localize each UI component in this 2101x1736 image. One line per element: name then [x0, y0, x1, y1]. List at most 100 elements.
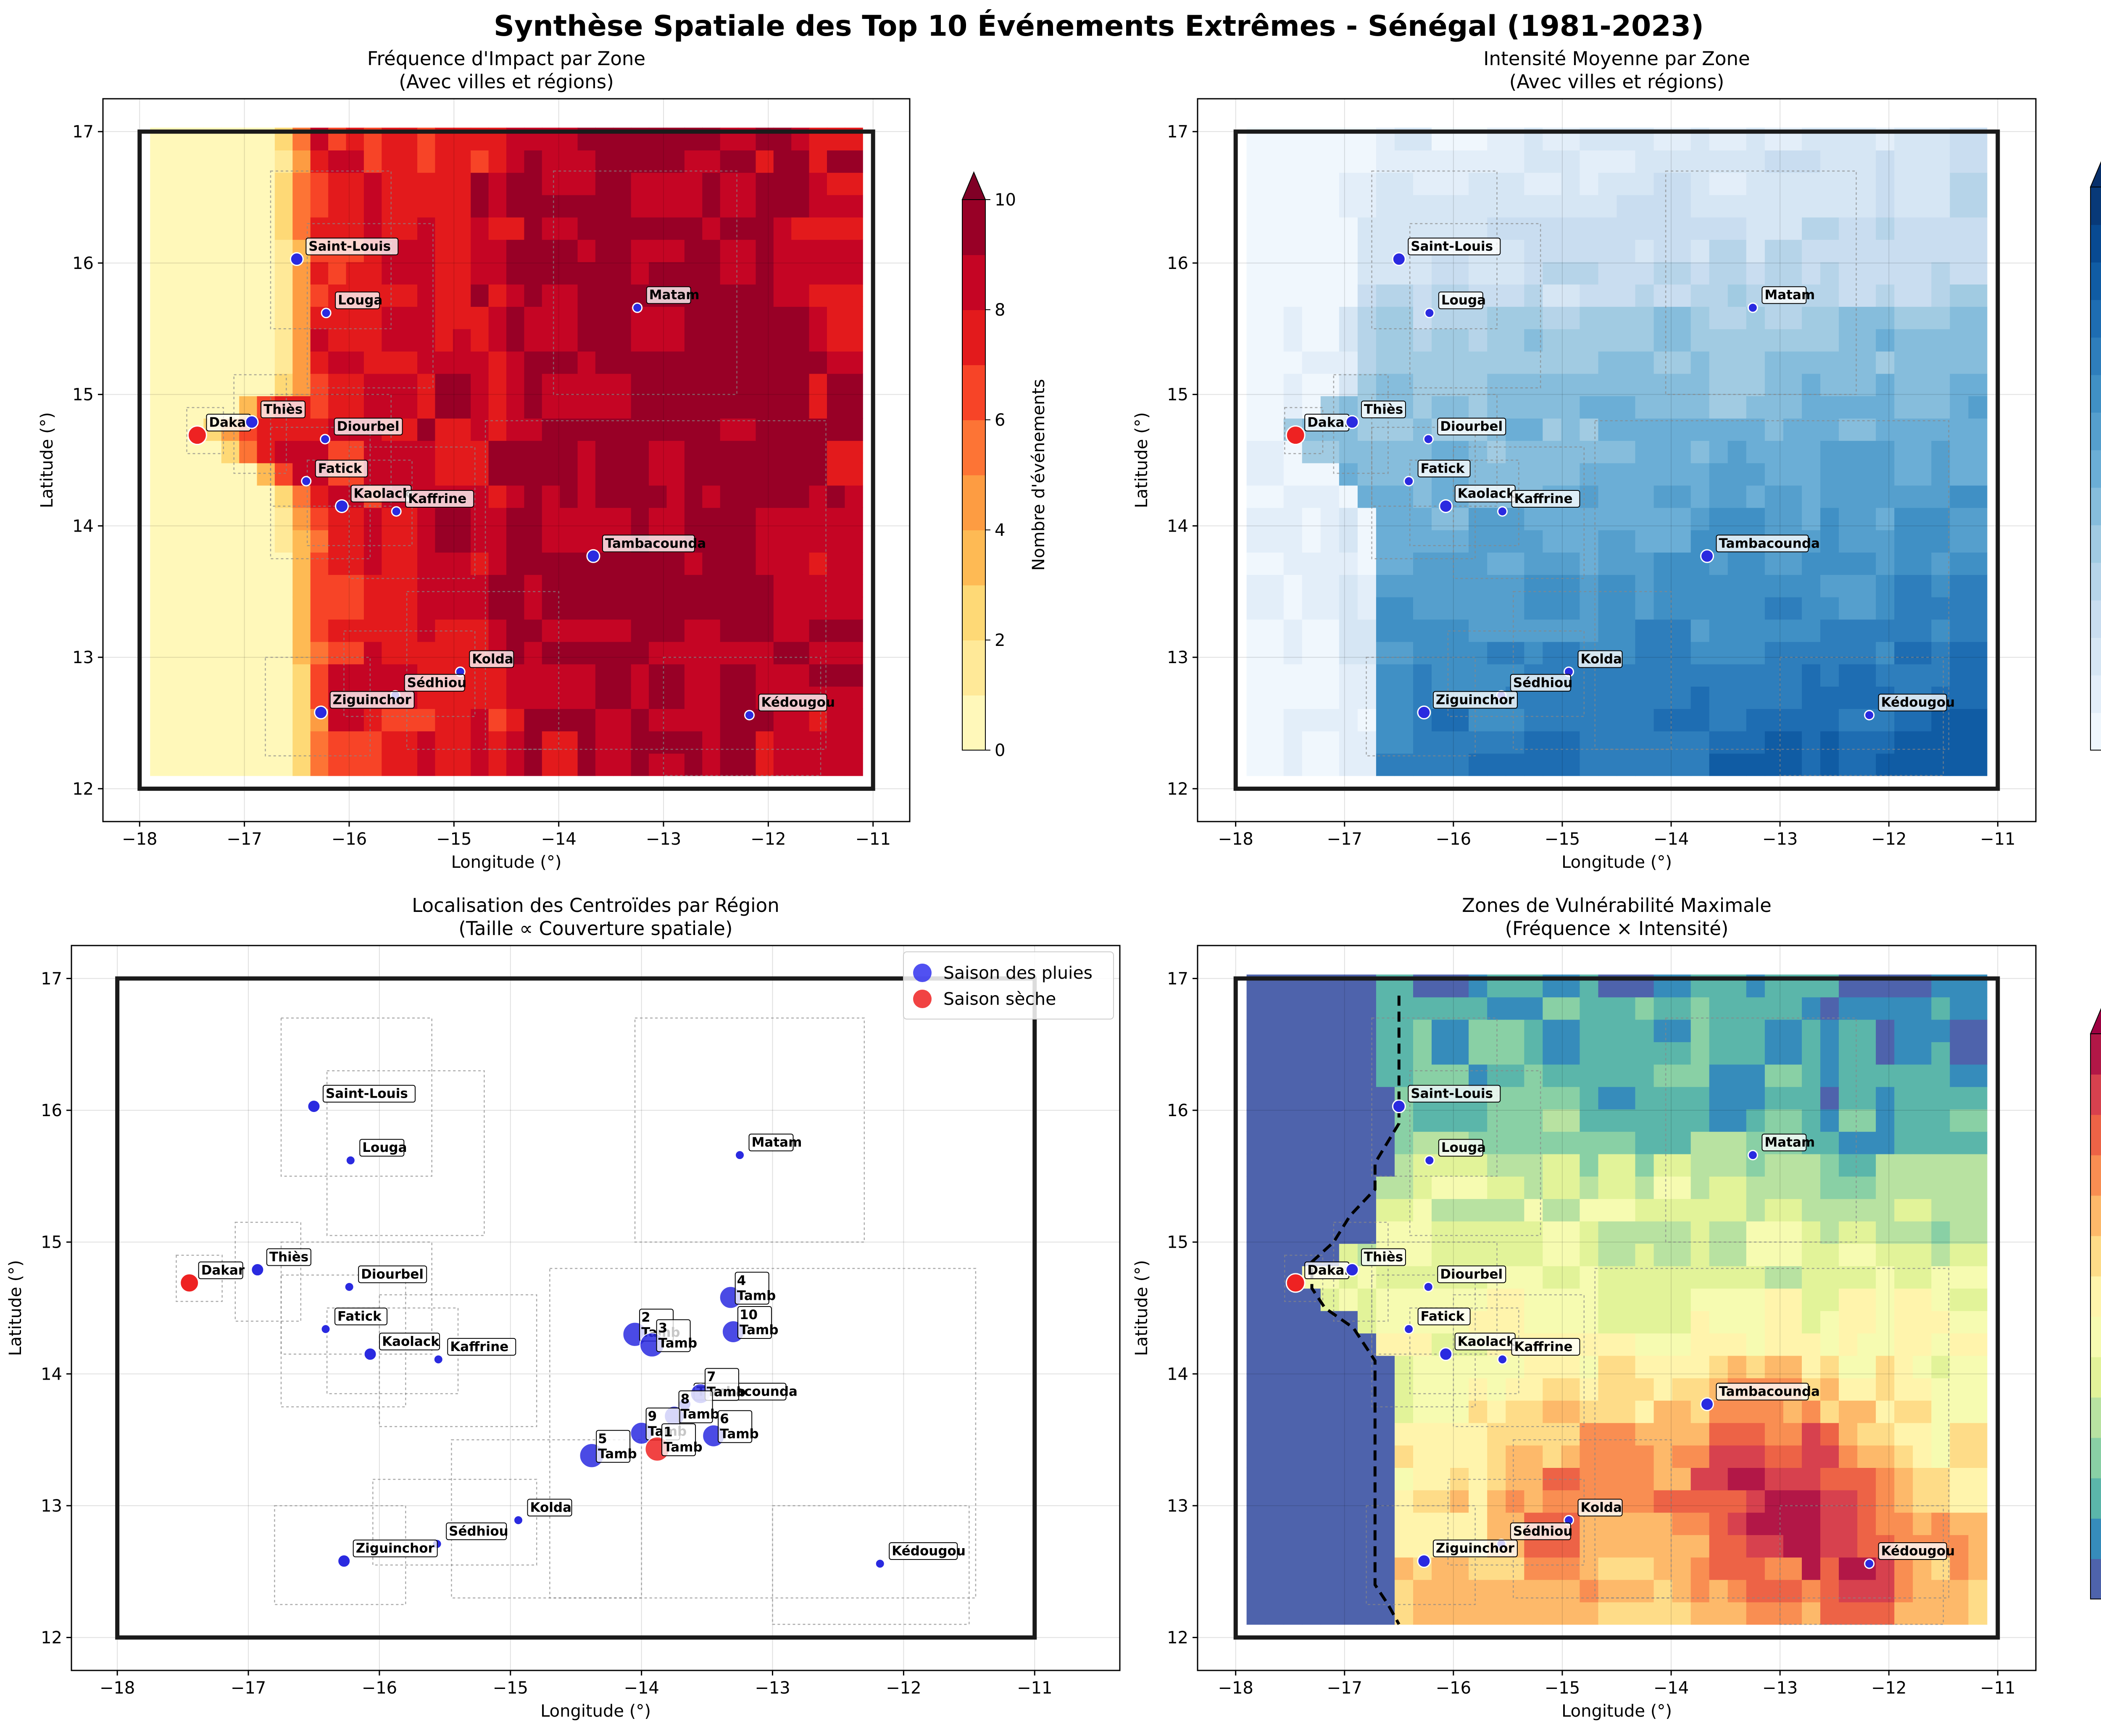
- panel1-city-label-box: [469, 650, 514, 668]
- panel4-cell: [1746, 1423, 1765, 1446]
- panel4-cell: [1561, 1131, 1580, 1154]
- panel4-cell: [1839, 1019, 1858, 1042]
- panel4-cell: [1690, 1042, 1710, 1065]
- panel3-region-box: [451, 1439, 642, 1599]
- panel4-cell: [1320, 1288, 1340, 1311]
- panel1-cell: [542, 395, 561, 419]
- panel4-cell: [1376, 1221, 1395, 1244]
- panel2-city-marker: [1403, 476, 1414, 487]
- panel2-cell: [1635, 507, 1654, 530]
- panel4-cell: [1450, 1042, 1469, 1065]
- panel4-cell: [1746, 1355, 1765, 1378]
- panel1-cell: [649, 306, 667, 329]
- panel2-title: Intensité Moyenne par Zone: [1483, 47, 1750, 70]
- panel2-cell: [1820, 150, 1839, 173]
- panel2-cell: [1894, 641, 1914, 664]
- panel1-cell: [720, 641, 739, 664]
- panel4-cell: [1635, 1154, 1654, 1177]
- panel1-cell: [666, 195, 685, 218]
- panel3-legend-frame: [903, 951, 1114, 1019]
- panel2-cell: [1617, 619, 1636, 642]
- panel2-cell: [1727, 329, 1747, 352]
- panel2-cell: [1931, 351, 1951, 374]
- panel1-cell: [471, 552, 489, 575]
- panel1-cell: [595, 463, 614, 486]
- panel1-cell: [524, 172, 542, 195]
- panel1-cell: [203, 351, 222, 374]
- panel4-cell: [1580, 1042, 1599, 1065]
- panel2-cell: [1839, 418, 1858, 441]
- panel4-cell: [1543, 1557, 1562, 1580]
- panel2-cell: [1395, 329, 1414, 352]
- panel4-ytick-label: 16: [1167, 1101, 1188, 1120]
- panel2-cell: [1913, 641, 1932, 664]
- panel4-cell: [1413, 997, 1432, 1020]
- panel1-cell: [773, 418, 792, 441]
- panel1-cell: [649, 641, 667, 664]
- panel4-cell: [1302, 1602, 1321, 1625]
- panel1-cell: [666, 239, 685, 262]
- panel4-cell: [1653, 1288, 1673, 1311]
- panel4-cell: [1839, 1042, 1858, 1065]
- panel1-cell: [827, 485, 845, 508]
- panel4-cell: [1339, 1086, 1358, 1109]
- panel2-cell: [1469, 195, 1488, 218]
- panel2-cell: [1857, 552, 1877, 575]
- panel1-cell: [363, 261, 382, 285]
- panel1-cell: [221, 150, 240, 173]
- panel4-cell: [1339, 1019, 1358, 1042]
- panel2-cell: [1764, 306, 1784, 329]
- panel4-cell: [1968, 1579, 1988, 1602]
- panel2-cell: [1543, 261, 1562, 285]
- panel2-cell: [1450, 217, 1469, 240]
- panel2-cell: [1820, 552, 1839, 575]
- panel4-cell: [1246, 1019, 1266, 1042]
- panel1-cell: [221, 485, 240, 508]
- panel1-cell: [488, 731, 507, 754]
- panel2-cell: [1543, 463, 1562, 486]
- panel2-cell: [1506, 709, 1525, 732]
- panel4-cell: [1894, 1423, 1914, 1446]
- panel4-cell: [1617, 1535, 1636, 1558]
- panel4-cell: [1413, 1512, 1432, 1535]
- panel4-cell: [1839, 1086, 1858, 1109]
- panel1-cell: [809, 172, 827, 195]
- panel2-cell: [1931, 463, 1951, 486]
- panel2-cell: [1413, 261, 1432, 285]
- panel4-cell: [1506, 1579, 1525, 1602]
- panel2-cell: [1857, 261, 1877, 285]
- panel4-cell: [1246, 1042, 1266, 1065]
- panel2-cell: [1950, 529, 1969, 553]
- panel2-cell: [1690, 641, 1710, 664]
- panel4-cell: [1913, 1243, 1932, 1267]
- panel2-cell: [1690, 329, 1710, 352]
- panel1-cell: [666, 753, 685, 776]
- panel2-cell: [1968, 485, 1988, 508]
- panel4-cell: [1283, 1199, 1303, 1222]
- panel1-cell: [560, 463, 578, 486]
- panel2-cell: [1395, 195, 1414, 218]
- panel4-ytick-label: 14: [1167, 1365, 1188, 1384]
- panel2-cell: [1783, 440, 1802, 464]
- panel4-cell: [1283, 1579, 1303, 1602]
- panel2-cell: [1598, 172, 1617, 195]
- panel4-city-label: Kaffrine: [1514, 1339, 1572, 1354]
- panel2-city-label: Saint-Louis: [1411, 239, 1493, 254]
- panel2-cell: [1246, 507, 1266, 530]
- panel1-cell: [773, 329, 792, 352]
- panel2-cell: [1931, 217, 1951, 240]
- panel4-cell: [1450, 1019, 1469, 1042]
- panel1-cell: [257, 574, 275, 598]
- panel4-cell: [1283, 1378, 1303, 1401]
- panel4-cell: [1950, 1154, 1969, 1177]
- panel1-cell: [488, 284, 507, 307]
- panel2-cell: [1950, 507, 1969, 530]
- panel2-cell: [1931, 373, 1951, 396]
- panel1-cell: [186, 172, 204, 195]
- panel1-cell: [809, 507, 827, 530]
- panel4-cell: [1543, 1086, 1562, 1109]
- panel1-cell: [292, 552, 311, 575]
- panel4-cell: [1839, 1512, 1858, 1535]
- panel1-cell: [845, 217, 863, 240]
- panel1-cell: [791, 172, 810, 195]
